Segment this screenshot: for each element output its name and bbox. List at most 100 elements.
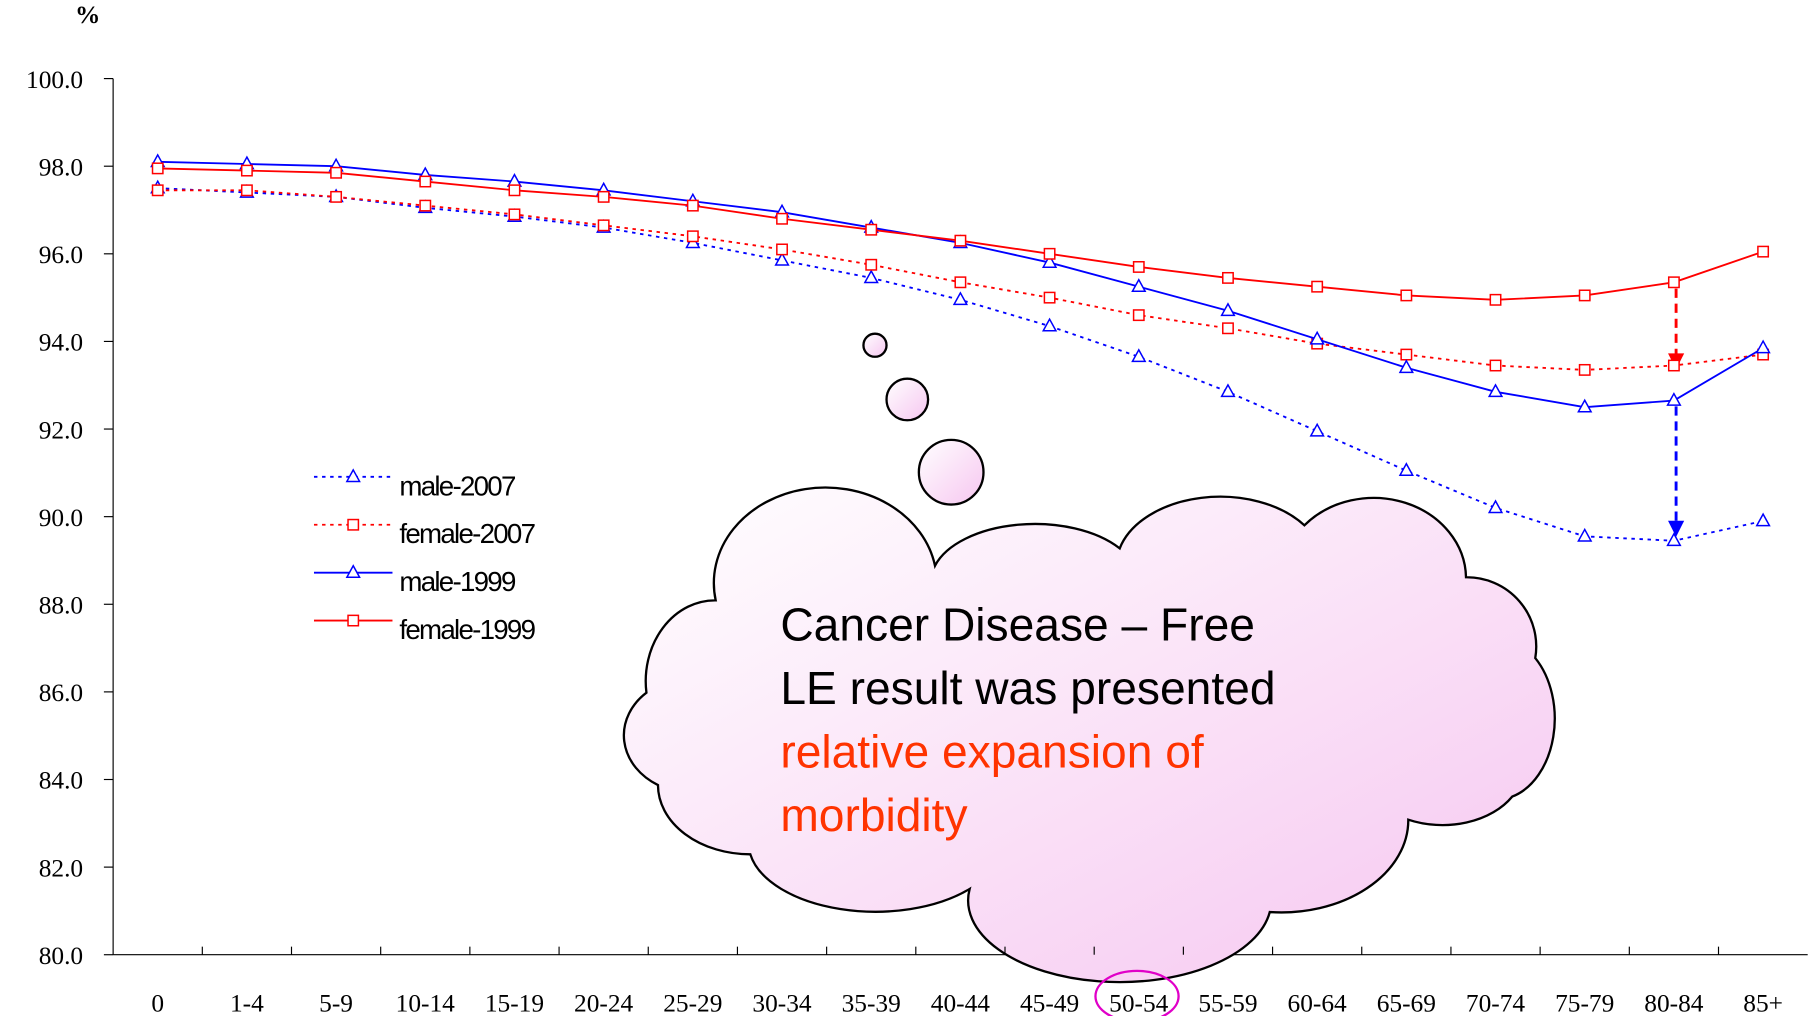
marker: [1489, 359, 1502, 372]
marker: [1666, 532, 1682, 547]
marker: [1666, 392, 1682, 406]
y-tick-label: 98.0: [39, 153, 83, 181]
thought-bubble: [862, 332, 888, 358]
y-tick-label: 96.0: [39, 241, 83, 269]
marker: [1220, 383, 1236, 398]
marker: [865, 223, 878, 236]
marker: [1755, 512, 1771, 527]
x-tick-label: 1-4: [230, 989, 264, 1016]
thought-bubble: [917, 438, 985, 506]
marker: [686, 199, 699, 212]
y-tick-label: 88.0: [39, 592, 83, 620]
marker: [1400, 348, 1413, 361]
x-tick-label: 75-79: [1555, 989, 1614, 1016]
y-tick-label: 90.0: [39, 504, 83, 532]
x-tick-label: 10-14: [396, 989, 456, 1016]
x-tick-label: 40-44: [931, 989, 991, 1016]
legend-label: female-1999: [399, 614, 535, 645]
marker: [597, 190, 610, 203]
x-tick-label: 35-39: [842, 989, 901, 1016]
x-tick-label: 15-19: [485, 989, 544, 1016]
marker: [151, 184, 164, 197]
thought-bubble: [885, 377, 930, 422]
marker: [508, 184, 521, 197]
marker: [1577, 398, 1593, 413]
marker: [508, 208, 521, 221]
x-tick-label: 55-59: [1198, 989, 1257, 1016]
x-tick-label: 70-74: [1466, 989, 1526, 1016]
x-tick-label: 65-69: [1377, 989, 1436, 1016]
marker: [686, 230, 699, 243]
marker: [1309, 330, 1325, 345]
y-tick-label: 84.0: [39, 767, 83, 795]
y-tick-label: 86.0: [39, 679, 83, 707]
x-tick-label: 30-34: [752, 989, 812, 1016]
marker: [863, 269, 879, 284]
x-tick-label: 0: [151, 989, 164, 1016]
marker: [1398, 359, 1414, 374]
marker: [1578, 363, 1591, 376]
highlight-ellipse: [1094, 969, 1180, 1016]
arrow-head: [1668, 520, 1685, 537]
marker: [240, 164, 253, 177]
callout-text: relative expansion of: [780, 726, 1204, 778]
marker: [1667, 276, 1680, 289]
marker: [419, 199, 432, 212]
legend-label: female-2007: [399, 518, 534, 549]
legend-label: male-2007: [399, 470, 515, 501]
marker: [952, 291, 969, 306]
callout-text: morbidity: [780, 789, 967, 841]
marker: [776, 212, 788, 225]
marker: [1311, 280, 1324, 293]
marker: [774, 251, 790, 266]
marker: [1489, 293, 1502, 306]
marker: [151, 162, 164, 175]
x-tick-label: 50-54: [1109, 989, 1169, 1016]
marker: [1132, 261, 1145, 273]
x-tick-label: 85+: [1743, 989, 1783, 1016]
callout-text: LE result was presented: [780, 662, 1275, 714]
marker: [1755, 339, 1771, 354]
marker: [1220, 302, 1236, 317]
marker: [1487, 383, 1504, 398]
x-tick-label: 20-24: [574, 989, 634, 1016]
marker: [240, 184, 253, 197]
marker: [1131, 348, 1147, 363]
marker: [1577, 527, 1593, 542]
x-tick-label: 60-64: [1288, 989, 1348, 1016]
marker: [1041, 254, 1058, 268]
marker: [1222, 271, 1234, 284]
marker: [1043, 291, 1056, 304]
y-tick-label: 100.0: [26, 66, 83, 94]
legend-label: male-1999: [399, 566, 516, 597]
marker: [954, 276, 967, 289]
marker: [330, 166, 343, 179]
marker: [597, 219, 610, 232]
marker: [1132, 309, 1145, 322]
x-tick-label: 80-84: [1644, 989, 1704, 1016]
marker: [347, 518, 360, 531]
marker: [1487, 499, 1504, 514]
marker: [347, 614, 360, 627]
y-tick-label: 82.0: [39, 854, 83, 882]
cloud-callout: [622, 486, 1556, 984]
marker: [345, 468, 361, 483]
x-tick-label: 25-29: [663, 989, 722, 1016]
marker: [954, 234, 967, 247]
marker: [776, 243, 788, 256]
callout-text: Cancer Disease – Free: [780, 599, 1255, 651]
x-tick-label: 45-49: [1020, 989, 1079, 1016]
marker: [1131, 278, 1147, 293]
marker: [1041, 317, 1058, 332]
marker: [865, 258, 878, 271]
y-tick-label: 80.0: [39, 942, 83, 970]
marker: [1578, 289, 1591, 302]
marker: [1400, 289, 1413, 302]
marker: [419, 175, 432, 188]
y-tick-label: 92.0: [39, 416, 83, 444]
marker: [330, 190, 343, 203]
y-tick-label: 94.0: [39, 329, 83, 357]
marker: [1757, 245, 1770, 258]
marker: [345, 564, 361, 579]
y-axis-label: %: [75, 1, 100, 29]
